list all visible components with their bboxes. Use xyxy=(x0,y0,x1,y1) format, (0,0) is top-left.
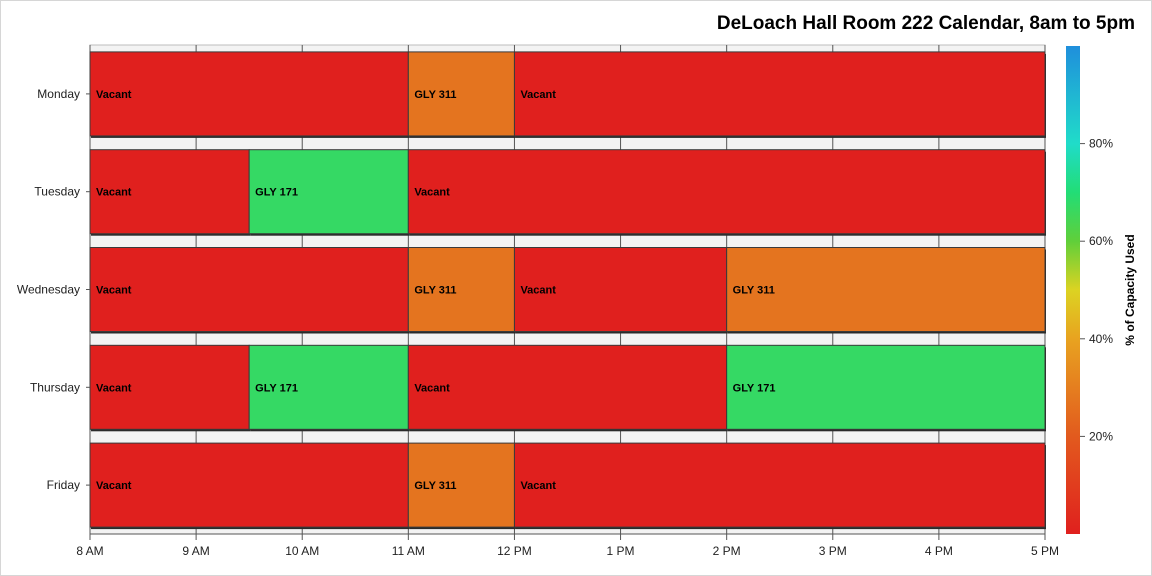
bar-segment xyxy=(726,344,1046,430)
bar-segment xyxy=(407,344,728,430)
x-tick-label: 9 AM xyxy=(182,544,209,558)
colorbar-tick-label: 80% xyxy=(1089,137,1113,151)
bars-group: Vacant GLY 311 Vacant Vacant GLY 171 Vacant Va… xyxy=(89,51,1046,530)
bar-segment xyxy=(89,247,409,332)
y-tick-label: Friday xyxy=(47,478,80,492)
y-tick-label: Thursday xyxy=(30,380,80,394)
bar-segment xyxy=(726,247,1046,332)
bar-label: Vacant xyxy=(414,382,450,394)
colorbar-gradient xyxy=(1066,46,1080,534)
x-axis: 8 AM 9 AM 10 AM 11 AM 12 PM 1 PM 2 PM 3 PM 4 PM 5… xyxy=(76,533,1059,558)
y-axis: Monday Tuesday Wednesday Thursday Friday xyxy=(17,87,90,492)
colorbar-title: % of Capacity Used xyxy=(1123,234,1137,345)
bar-label: GLY 171 xyxy=(255,187,298,199)
colorbar: 20% 40% 60% 80% % of Capacity Used xyxy=(1066,46,1137,534)
bar-label: Vacant xyxy=(96,285,132,297)
colorbar-tick-label: 40% xyxy=(1089,332,1113,346)
bar-segment xyxy=(248,149,409,235)
x-tick-label: 5 PM xyxy=(1031,544,1059,558)
bar-label: Vacant xyxy=(96,382,132,394)
chart-title: DeLoach Hall Room 222 Calendar, 8am to 5… xyxy=(716,13,1135,34)
bar-segment xyxy=(407,247,515,332)
bar-segment xyxy=(513,51,1046,137)
y-tick-label: Tuesday xyxy=(34,185,80,199)
x-tick-label: 10 AM xyxy=(285,544,319,558)
bar-label: GLY 311 xyxy=(414,285,456,297)
y-tick-label: Monday xyxy=(37,87,80,101)
bar-label: GLY 311 xyxy=(414,480,456,492)
bar-segment xyxy=(407,51,515,137)
bar-label: Vacant xyxy=(96,89,132,101)
bar-segment xyxy=(513,247,728,332)
bar-segment xyxy=(89,149,250,235)
bar-segment xyxy=(89,344,250,430)
bar-label: Vacant xyxy=(96,187,132,199)
x-tick-label: 12 PM xyxy=(497,544,532,558)
x-tick-label: 4 PM xyxy=(925,544,953,558)
bar-segment xyxy=(407,442,515,528)
bar-label: GLY 311 xyxy=(733,285,775,297)
bar-label: Vacant xyxy=(520,480,556,492)
bar-segment xyxy=(89,51,409,137)
bar-label: Vacant xyxy=(520,285,556,297)
bar-label: GLY 171 xyxy=(733,382,776,394)
bar-label: Vacant xyxy=(96,480,132,492)
y-tick-label: Wednesday xyxy=(17,283,80,297)
bar-segment xyxy=(248,344,409,430)
bar-label: GLY 311 xyxy=(414,89,456,101)
x-tick-label: 11 AM xyxy=(392,544,425,558)
bar-segment xyxy=(513,442,1046,528)
x-tick-label: 3 PM xyxy=(819,544,847,558)
x-tick-label: 1 PM xyxy=(607,544,635,558)
x-tick-label: 2 PM xyxy=(713,544,741,558)
bar-label: Vacant xyxy=(414,187,450,199)
bar-label: GLY 171 xyxy=(255,382,298,394)
colorbar-tick-label: 60% xyxy=(1089,234,1113,248)
bar-segment xyxy=(89,442,409,528)
colorbar-tick-label: 20% xyxy=(1089,429,1113,443)
bar-segment xyxy=(407,149,1046,235)
x-tick-label: 8 AM xyxy=(76,544,103,558)
bar-label: Vacant xyxy=(520,89,556,101)
